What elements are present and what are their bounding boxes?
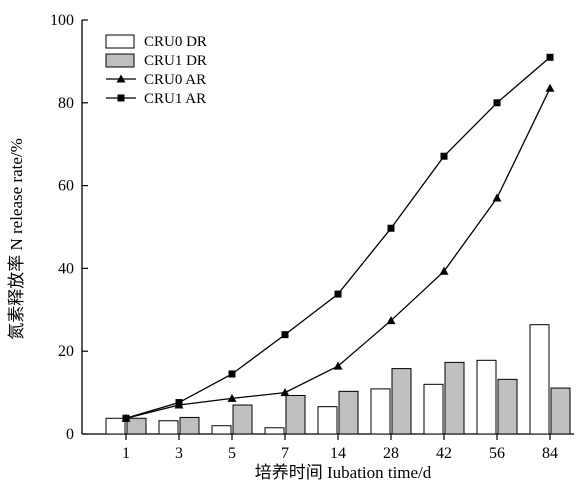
point-cru0-ar <box>545 83 555 92</box>
legend-label: CRU1 AR <box>144 91 206 107</box>
bar-cru1-dr <box>179 416 200 435</box>
y-tick-label: 80 <box>58 95 74 112</box>
x-tick-label: 42 <box>436 445 452 462</box>
point-cru1-ar <box>281 331 289 339</box>
x-ticks: 1 3 5 7 14 28 42 56 84 <box>122 434 558 462</box>
lines <box>121 53 555 422</box>
bar-cru0-dr <box>105 417 126 435</box>
bar-cru0-dr <box>317 406 338 435</box>
x-tick-label: 3 <box>175 445 183 462</box>
point-cru0-ar <box>280 388 290 397</box>
legend-marker <box>116 74 126 83</box>
bar-cru1-dr <box>550 387 571 435</box>
bar-cru1-dr <box>126 417 147 435</box>
x-tick-label: 5 <box>228 445 236 462</box>
legend-label: CRU1 DR <box>144 53 207 69</box>
y-tick-label: 100 <box>50 12 74 29</box>
point-cru1-ar <box>440 152 448 160</box>
x-tick-label: 28 <box>383 445 399 462</box>
bar-cru1-dr <box>285 394 306 435</box>
point-cru1-ar <box>546 53 554 61</box>
point-cru1-ar <box>493 99 501 107</box>
point-cru0-ar <box>492 193 502 202</box>
point-cru1-ar <box>175 399 183 407</box>
bar-cru1-dr <box>444 361 465 435</box>
point-cru0-ar <box>333 361 343 370</box>
bar-cru1-dr <box>232 404 253 435</box>
bar-cru1-dr <box>338 390 359 435</box>
x-axis-label: 培养时间 Iubation time/d <box>255 463 432 482</box>
bar-cru1-dr <box>497 378 518 435</box>
bar-cru0-dr <box>211 425 232 435</box>
bar-cru0-dr <box>264 427 285 435</box>
point-cru0-ar <box>386 316 396 325</box>
point-cru0-ar <box>227 393 237 402</box>
bar-cru0-dr <box>529 324 550 435</box>
x-tick-label: 84 <box>542 445 558 462</box>
legend-swatch <box>105 53 135 68</box>
y-ticks: 0 20 40 60 80 100 <box>50 12 88 443</box>
x-tick-label: 56 <box>489 445 505 462</box>
point-cru1-ar <box>387 224 395 232</box>
point-cru1-ar <box>334 290 342 298</box>
legend-marker <box>117 94 125 102</box>
bar-cru0-dr <box>158 420 179 435</box>
y-tick-label: 40 <box>58 260 74 277</box>
y-axis-label: 氮素释放率 N release rate/% <box>7 138 26 340</box>
bar-cru0-dr <box>370 388 391 435</box>
legend-label: CRU0 DR <box>144 34 207 50</box>
x-tick-label: 7 <box>281 445 289 462</box>
bar-cru0-dr <box>423 383 444 435</box>
y-tick-label: 20 <box>58 343 74 360</box>
point-cru1-ar <box>228 370 236 378</box>
bar-cru0-dr <box>476 359 497 435</box>
y-tick-label: 0 <box>66 426 74 443</box>
y-tick-label: 60 <box>58 178 74 195</box>
bars <box>105 324 571 435</box>
legend: CRU0 DR CRU1 DR CRU0 AR CRU1 AR <box>105 34 207 107</box>
legend-label: CRU0 AR <box>144 72 206 88</box>
legend-swatch <box>105 34 135 49</box>
point-cru1-ar <box>122 414 130 422</box>
point-cru0-ar <box>439 266 449 275</box>
bar-cru1-dr <box>391 368 412 435</box>
x-tick-label: 14 <box>330 445 346 462</box>
x-tick-label: 1 <box>122 445 130 462</box>
